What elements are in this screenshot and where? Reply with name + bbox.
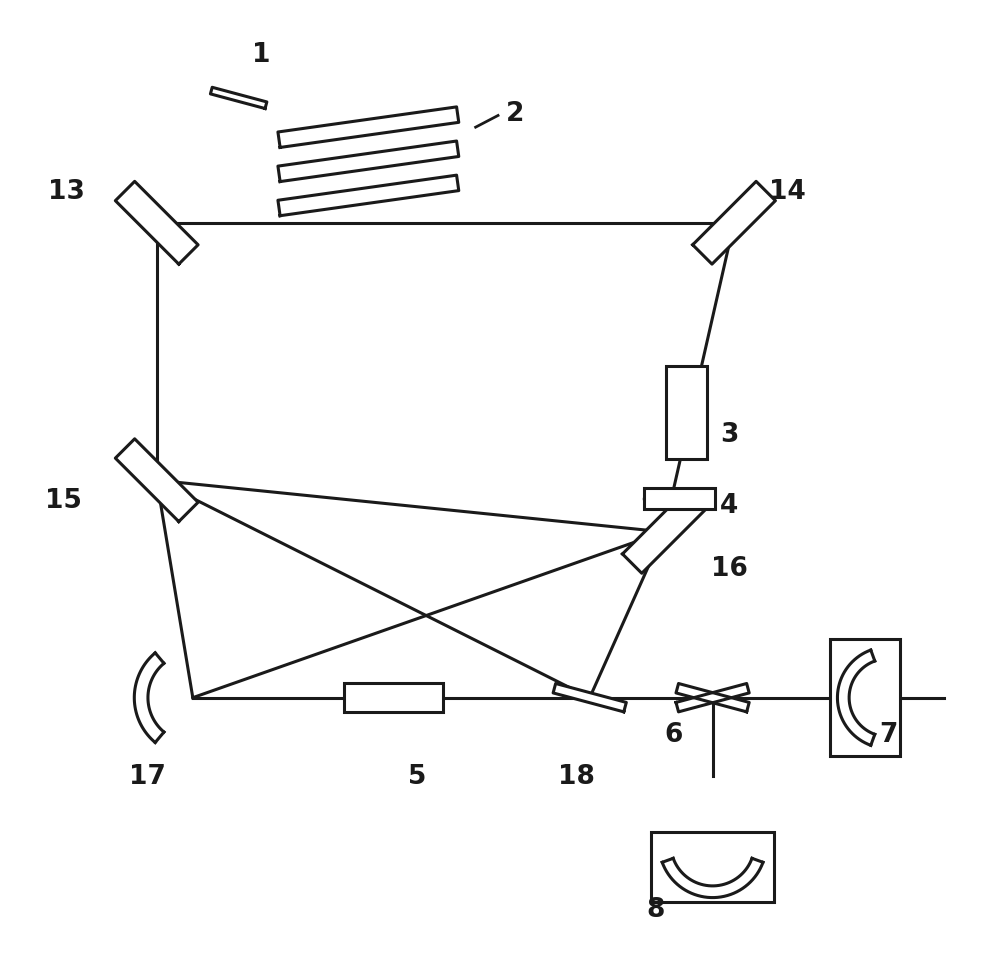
Polygon shape [210, 88, 267, 109]
Text: 8: 8 [647, 896, 665, 922]
Text: 18: 18 [558, 763, 595, 788]
Text: 16: 16 [711, 555, 748, 581]
Polygon shape [278, 107, 459, 149]
Text: 5: 5 [408, 763, 426, 788]
Text: 14: 14 [769, 179, 806, 204]
Polygon shape [115, 182, 198, 265]
Polygon shape [553, 684, 626, 712]
Bar [644, 488, 715, 510]
Polygon shape [278, 142, 459, 183]
Bar [666, 366, 707, 459]
Text: 13: 13 [48, 179, 84, 204]
Polygon shape [115, 440, 198, 522]
Polygon shape [622, 491, 705, 573]
Text: 7: 7 [879, 721, 897, 747]
Text: 1: 1 [252, 42, 270, 68]
Text: 15: 15 [45, 488, 82, 513]
Bar [651, 832, 774, 903]
Polygon shape [676, 684, 749, 712]
Text: 3: 3 [720, 422, 738, 447]
Text: 17: 17 [129, 763, 165, 788]
Bar [344, 683, 443, 712]
Polygon shape [278, 176, 459, 217]
Polygon shape [693, 182, 775, 265]
Text: 6: 6 [664, 721, 683, 747]
Text: 2: 2 [505, 101, 524, 126]
Text: 4: 4 [720, 492, 738, 518]
Polygon shape [676, 684, 749, 712]
Bar [830, 640, 900, 756]
